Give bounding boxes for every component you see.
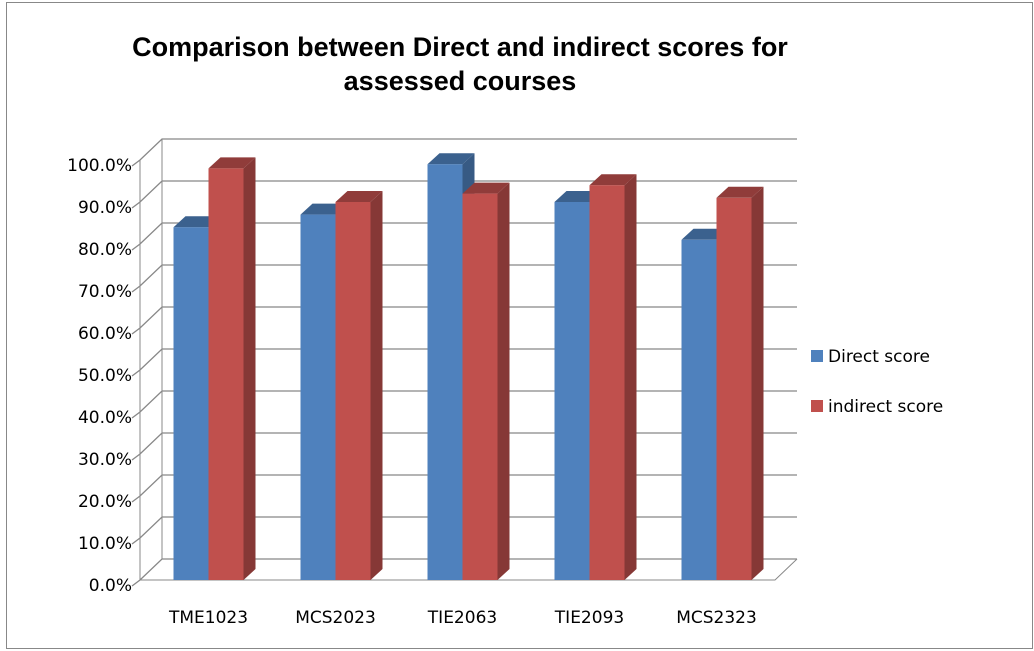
bar <box>554 202 590 580</box>
x-tick-label: MCS2023 <box>295 608 376 628</box>
bar <box>589 185 625 580</box>
legend-label: Direct score <box>828 347 930 367</box>
y-tick-label: 20.0% <box>78 492 132 512</box>
bar <box>335 202 371 580</box>
y-tick-label: 60.0% <box>78 324 132 344</box>
bar <box>300 214 336 580</box>
bar-side <box>370 191 383 580</box>
legend-swatch <box>811 350 823 362</box>
bar-group <box>462 182 510 580</box>
grid-line <box>131 180 797 209</box>
bar <box>681 239 717 581</box>
legend-label: indirect score <box>828 397 943 417</box>
bar-top <box>208 157 256 169</box>
y-tick-label: 90.0% <box>78 198 132 218</box>
y-tick-label: 30.0% <box>78 450 132 470</box>
bar-group <box>335 191 383 580</box>
bar-side <box>624 174 637 580</box>
bar-group <box>716 186 764 581</box>
bar-side <box>497 182 510 580</box>
y-tick-label: 0.0% <box>89 576 132 596</box>
y-tick-label: 40.0% <box>78 408 132 428</box>
bar-group <box>589 174 637 580</box>
x-tick-label: TIE2093 <box>554 608 624 628</box>
bar-top <box>335 191 383 202</box>
bar-group <box>208 157 256 580</box>
bar <box>462 193 498 580</box>
bar <box>716 197 752 581</box>
y-tick-label: 50.0% <box>78 366 132 386</box>
y-tick-label: 80.0% <box>78 240 132 260</box>
bar-top <box>427 153 475 165</box>
x-tick-label: TIE2063 <box>427 608 497 628</box>
bar-top <box>462 182 510 194</box>
chart-border <box>6 2 1033 649</box>
bar-side <box>751 186 764 581</box>
bar <box>173 227 209 580</box>
chart-title: Comparison between Direct and indirect s… <box>132 32 788 96</box>
x-tick-label: MCS2323 <box>676 608 757 628</box>
x-tick-label: TME1023 <box>168 608 248 628</box>
y-tick-label: 100.0% <box>67 156 132 176</box>
legend-swatch <box>811 400 823 412</box>
y-tick-label: 10.0% <box>78 534 132 554</box>
y-tick-label: 70.0% <box>78 282 132 302</box>
bar-side <box>243 157 256 580</box>
grid-line <box>131 138 797 167</box>
bar <box>427 164 463 580</box>
bar-top <box>589 174 637 186</box>
bar <box>208 168 244 580</box>
bar-top <box>716 186 764 198</box>
